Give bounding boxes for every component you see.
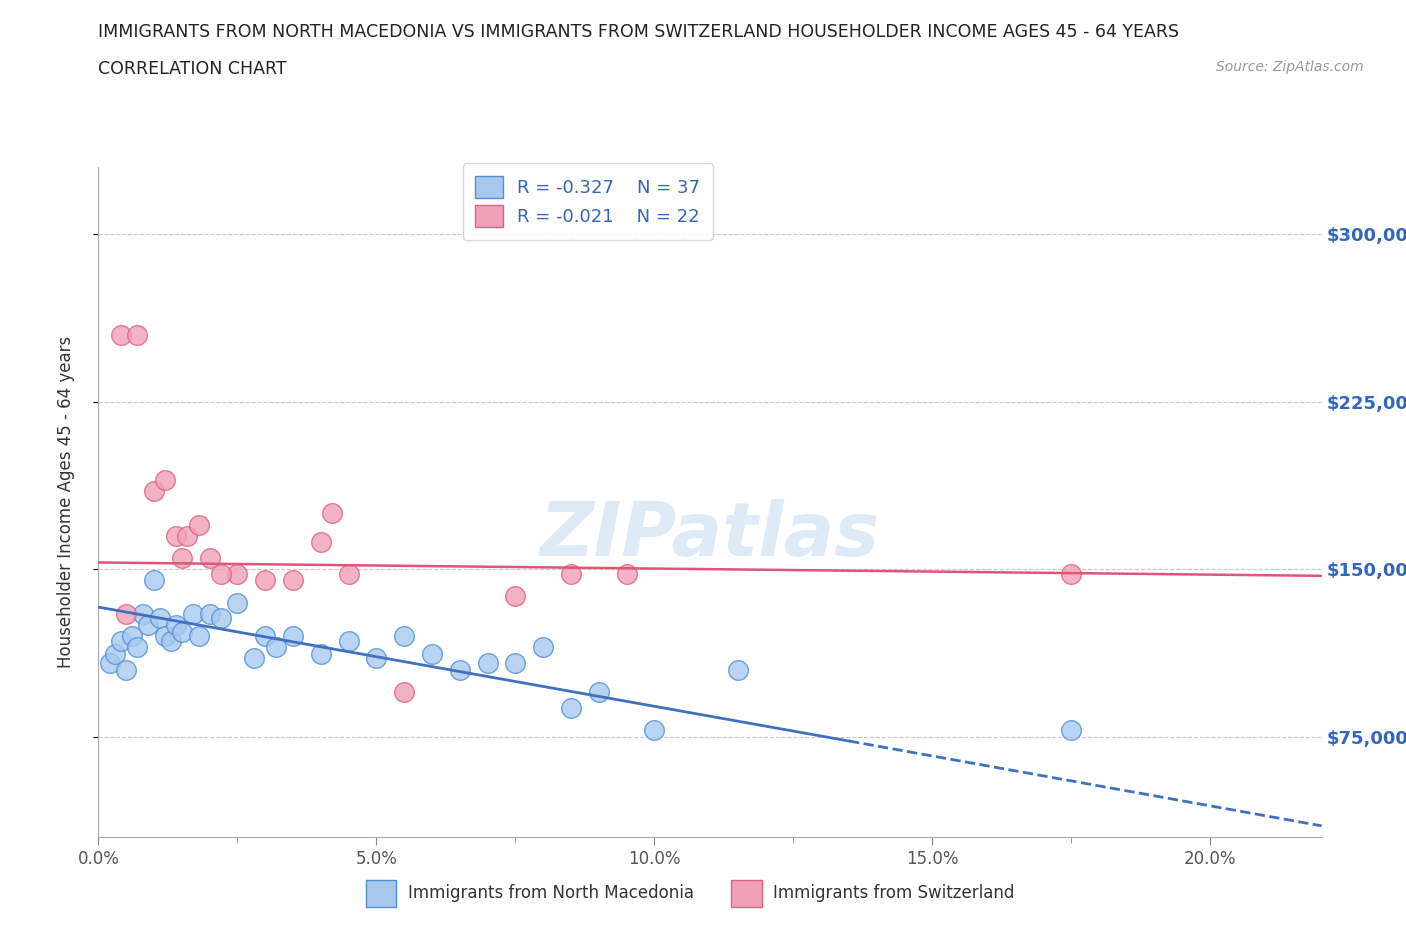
Point [588,684,610,699]
Point [176,528,198,543]
Text: ZIPatlas: ZIPatlas [540,499,880,572]
Point [226,566,249,581]
Legend: R = -0.327    N = 37, R = -0.021    N = 22: R = -0.327 N = 37, R = -0.021 N = 22 [463,163,713,240]
Point [420,646,443,661]
Point [187,629,209,644]
Point [115,606,138,621]
Point [266,640,288,655]
Point [98,656,121,671]
Point [1060,723,1083,737]
Point [209,611,232,626]
Point [170,624,193,639]
Point [153,472,176,487]
Point [170,551,193,565]
Point [505,589,527,604]
Point [149,611,172,626]
Point [392,629,416,644]
Point [187,517,209,532]
Point [104,646,127,661]
Text: Immigrants from North Macedonia: Immigrants from North Macedonia [408,884,693,902]
Point [143,573,166,588]
Point [309,646,332,661]
Point [560,566,582,581]
Point [115,662,138,677]
Point [153,629,176,644]
Point [505,656,527,671]
Point [477,656,499,671]
Point [392,684,416,699]
Point [366,651,388,666]
Point [337,633,360,648]
Point [643,723,665,737]
Text: Immigrants from Switzerland: Immigrants from Switzerland [773,884,1015,902]
Point [165,528,187,543]
Point [243,651,266,666]
Point [121,629,143,644]
Point [198,551,221,565]
Point [226,595,249,610]
Point [165,618,187,632]
Point [209,566,232,581]
Point [110,327,132,342]
Point [281,573,304,588]
Text: Source: ZipAtlas.com: Source: ZipAtlas.com [1216,60,1364,74]
Point [337,566,360,581]
Text: IMMIGRANTS FROM NORTH MACEDONIA VS IMMIGRANTS FROM SWITZERLAND HOUSEHOLDER INCOM: IMMIGRANTS FROM NORTH MACEDONIA VS IMMIG… [98,23,1180,41]
Point [321,506,343,521]
Point [560,700,582,715]
Point [531,640,554,655]
Point [132,606,155,621]
Point [127,327,149,342]
Text: CORRELATION CHART: CORRELATION CHART [98,60,287,78]
Point [309,535,332,550]
Point [181,606,204,621]
Point [616,566,638,581]
Point [198,606,221,621]
Point [110,633,132,648]
Point [138,618,160,632]
Y-axis label: Householder Income Ages 45 - 64 years: Householder Income Ages 45 - 64 years [56,336,75,669]
Point [281,629,304,644]
Point [254,573,277,588]
Point [1060,566,1083,581]
Point [254,629,277,644]
Point [159,633,181,648]
Point [127,640,149,655]
Point [727,662,749,677]
Point [449,662,471,677]
Point [143,484,166,498]
